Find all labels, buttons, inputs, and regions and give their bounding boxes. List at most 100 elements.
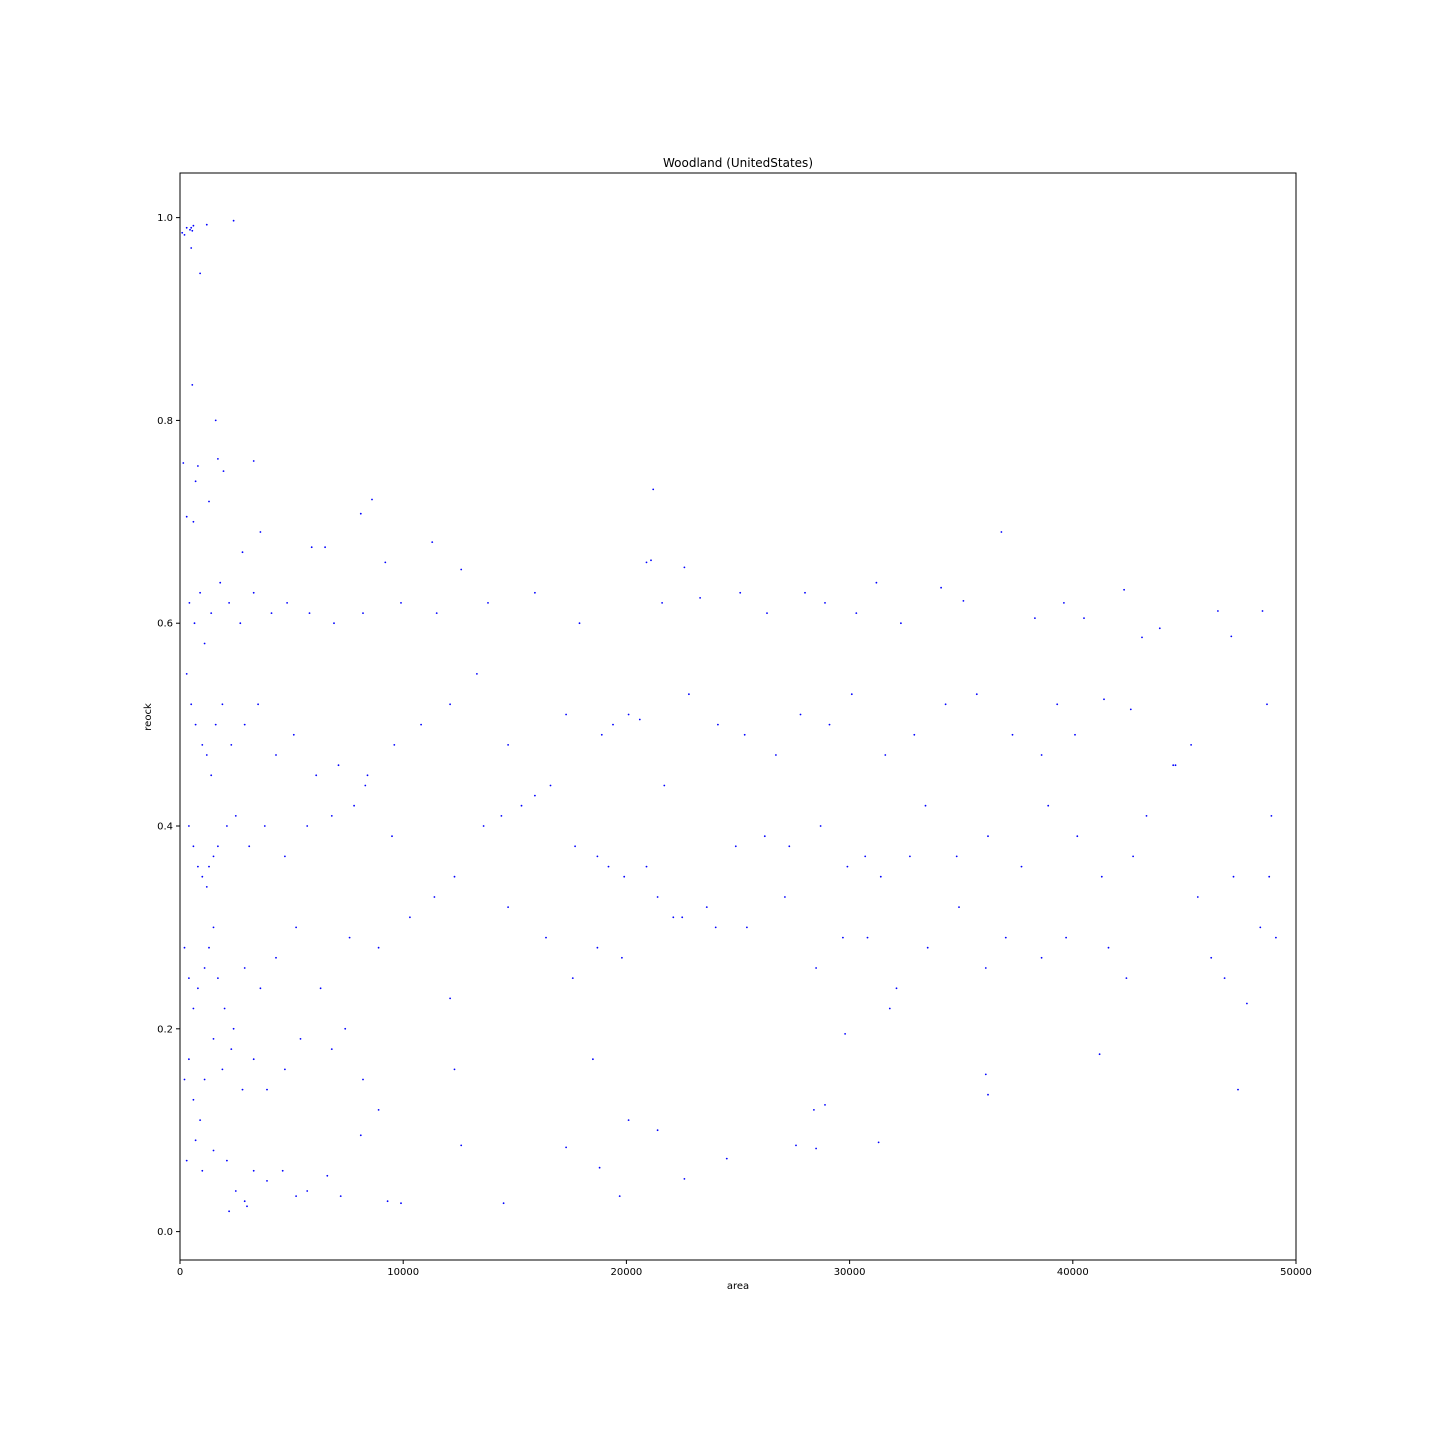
data-point: [222, 470, 225, 472]
data-point: [248, 845, 251, 848]
data-point: [900, 622, 902, 625]
data-point: [828, 723, 831, 726]
data-point: [824, 602, 826, 604]
x-tick-label: 40000: [1057, 1267, 1089, 1278]
data-point: [190, 703, 193, 706]
data-point: [987, 1093, 989, 1096]
data-point: [1196, 896, 1199, 898]
data-point: [348, 936, 351, 939]
data-point: [1034, 617, 1036, 619]
data-point: [386, 1200, 389, 1203]
data-point: [1270, 815, 1273, 817]
data-point: [1261, 610, 1264, 612]
data-point: [199, 272, 202, 275]
data-point: [884, 754, 887, 756]
data-point: [183, 1078, 186, 1081]
data-point: [895, 987, 898, 990]
data-point: [201, 875, 204, 878]
data-point: [299, 1038, 302, 1040]
data-point: [1100, 875, 1103, 878]
data-point: [627, 1119, 630, 1121]
data-point: [197, 465, 199, 467]
data-point: [799, 713, 802, 716]
data-point: [284, 1068, 286, 1071]
data-point: [449, 703, 451, 706]
data-point: [1268, 875, 1271, 878]
data-point: [958, 906, 960, 908]
data-point: [194, 1139, 197, 1142]
data-point: [243, 723, 246, 726]
data-point: [181, 231, 184, 234]
data-point: [308, 612, 311, 614]
chart-title: Woodland (UnitedStates): [663, 156, 813, 170]
data-point: [578, 622, 581, 625]
data-point: [337, 764, 340, 767]
data-point: [263, 825, 266, 827]
data-point: [565, 1146, 567, 1149]
data-point: [241, 551, 244, 554]
data-point: [656, 896, 659, 898]
data-point: [191, 384, 194, 386]
data-point: [683, 1178, 686, 1180]
data-point: [214, 723, 217, 726]
data-point: [926, 946, 929, 949]
data-point: [339, 1195, 342, 1197]
data-point: [746, 926, 748, 929]
data-point: [208, 946, 210, 949]
data-point: [645, 561, 648, 564]
data-point: [183, 234, 186, 236]
data-point: [281, 1169, 284, 1172]
data-point: [359, 512, 362, 515]
points-layer: [181, 219, 1277, 1213]
data-point: [295, 926, 297, 929]
data-point: [621, 956, 623, 959]
data-point: [344, 1027, 347, 1030]
data-point: [1237, 1088, 1239, 1091]
data-point: [650, 559, 652, 562]
data-point: [330, 1048, 333, 1050]
y-tick-label: 0.4: [157, 822, 173, 833]
data-point: [217, 977, 219, 979]
data-point: [987, 835, 989, 838]
data-point: [1040, 956, 1043, 959]
data-point: [201, 744, 204, 746]
data-point: [193, 622, 196, 625]
data-point: [205, 754, 208, 756]
data-point: [391, 835, 393, 838]
data-point: [192, 520, 195, 523]
data-point: [324, 546, 326, 549]
data-point: [460, 1144, 463, 1147]
data-point: [266, 1088, 268, 1091]
data-point: [652, 488, 655, 491]
data-point: [1217, 610, 1219, 612]
data-point: [612, 723, 614, 726]
data-point: [188, 825, 190, 827]
data-point: [1190, 744, 1192, 746]
y-axis: 0.0 0.2 0.4 0.6 0.8 1.0: [157, 213, 180, 1238]
data-point: [183, 946, 186, 949]
data-point: [219, 581, 222, 584]
data-point: [266, 1180, 268, 1182]
data-point: [460, 568, 463, 571]
data-point: [205, 886, 208, 888]
data-point: [243, 967, 246, 969]
data-point: [487, 602, 489, 604]
y-axis-label: reock: [143, 703, 154, 731]
data-point: [252, 1169, 255, 1172]
data-point: [210, 774, 213, 777]
data-point: [1141, 636, 1143, 639]
data-point: [252, 591, 255, 594]
data-point: [431, 541, 434, 543]
data-point: [984, 967, 987, 969]
data-point: [449, 997, 451, 1000]
data-point: [1125, 977, 1128, 979]
data-point: [596, 946, 599, 949]
data-point: [1275, 936, 1277, 939]
data-point: [1056, 703, 1059, 706]
data-point: [1040, 754, 1043, 756]
data-point: [1098, 1053, 1101, 1056]
data-point: [507, 906, 509, 908]
data-point: [393, 744, 396, 746]
y-tick-label: 0.6: [157, 619, 173, 630]
